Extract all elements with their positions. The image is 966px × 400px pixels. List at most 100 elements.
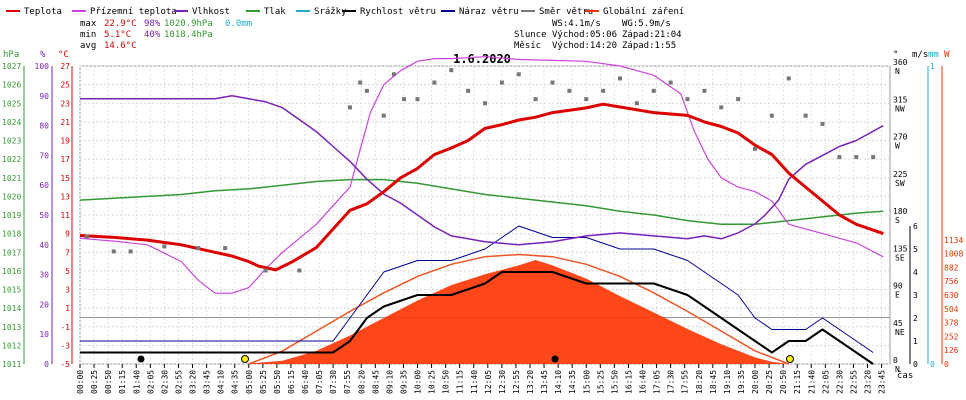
temperature-tick-label: 13 <box>60 192 70 201</box>
x-tick-label: 08:20 <box>357 370 366 394</box>
x-tick-label: 07:30 <box>329 370 338 394</box>
temperature-tick-label: -1 <box>60 323 70 332</box>
pressure-tick-label: 1020 <box>2 192 21 201</box>
x-tick-label: 20:50 <box>779 370 788 394</box>
x-tick-label: 08:45 <box>371 370 380 394</box>
wind-direction-point <box>702 88 707 93</box>
wind-direction-point <box>584 97 589 102</box>
pressure-tick-label: 1027 <box>2 62 21 71</box>
x-tick-label: 10:50 <box>442 370 451 394</box>
direction-name-label: NE <box>895 328 905 337</box>
wind-direction-point <box>550 80 555 85</box>
humidity-tick-label: 90 <box>39 92 49 101</box>
x-tick-label: 09:10 <box>385 370 394 394</box>
humidity-tick-label: 50 <box>39 211 49 220</box>
temperature-tick-label: 25 <box>60 81 70 90</box>
moon-rise: Východ:14:20 <box>552 41 617 51</box>
wind-direction-point <box>415 97 420 102</box>
x-tick-label: 14:35 <box>568 370 577 394</box>
direction-tick-label: 0 <box>893 356 898 365</box>
direction-tick-label: 225 <box>893 170 908 179</box>
direction-name-label: NW <box>895 104 905 113</box>
radiation-tick-label: 504 <box>944 305 959 314</box>
wind-direction-point <box>820 121 825 126</box>
direction-tick-label: 90 <box>893 282 903 291</box>
stat-max-press: 1020.9hPa <box>164 19 213 29</box>
wind-direction-point <box>162 244 167 249</box>
temperature-tick-label: 19 <box>60 137 70 146</box>
pressure-tick-label: 1021 <box>2 174 21 183</box>
wind-direction-point <box>381 113 386 118</box>
legend-label: Náraz větru <box>459 7 519 17</box>
moonrise-marker <box>551 355 559 363</box>
x-tick-label: 05:25 <box>259 370 268 394</box>
wind-direction-point <box>128 249 133 254</box>
axis-units: hPa % °C ° m/s mm W čas <box>3 50 950 381</box>
x-tick-label: 20:25 <box>765 370 774 394</box>
x-tick-label: 15:50 <box>610 370 619 394</box>
chart-title: 1.6.2020 <box>453 52 511 66</box>
pressure-tick-label: 1019 <box>2 211 21 220</box>
temperature-line <box>79 102 884 272</box>
wind-gust-line <box>80 225 874 353</box>
x-tick-label: 02:30 <box>160 370 169 394</box>
radiation-tick-label: 1008 <box>944 250 963 259</box>
x-tick-label: 10:25 <box>428 370 437 394</box>
direction-name-label: W <box>895 142 900 151</box>
stat-max-rain: 0.0mm <box>225 19 252 29</box>
x-tick-label: 12:30 <box>498 370 507 394</box>
x-axis: 00:00 00:25 00:50 01:15 01:40 02:05 02:30 02:55… <box>76 364 887 394</box>
wind-tick-label: 3 <box>913 291 918 300</box>
wind-direction-point <box>533 97 538 102</box>
radiation-tick-label: 1134 <box>944 236 963 245</box>
wind-direction-point <box>719 105 724 110</box>
wind-direction-point <box>196 246 201 251</box>
direction-unit: ° <box>893 50 898 60</box>
sun-set: Západ:21:04 <box>622 30 682 40</box>
wind-direction-point <box>837 155 842 160</box>
temperature-tick-label: 9 <box>65 230 70 239</box>
humidity-tick-label: 30 <box>39 271 49 280</box>
x-tick-label: 12:05 <box>484 370 493 394</box>
wind-direction-point <box>618 76 622 81</box>
radiation-tick-label: 378 <box>944 319 959 328</box>
temperature-tick-label: -5 <box>60 360 70 369</box>
x-tick-label: 09:35 <box>399 370 408 394</box>
x-tick-label: 20:00 <box>751 370 760 394</box>
x-tick-label: 16:15 <box>624 370 633 394</box>
direction-tick-label: 180 <box>893 207 908 216</box>
radiation-tick-label: 882 <box>944 263 959 272</box>
wind-direction-point <box>516 72 521 77</box>
pressure-tick-label: 1018 <box>2 230 21 239</box>
direction-name-label: S <box>895 216 900 225</box>
stat-avg-temp: 14.6°C <box>104 41 137 51</box>
pressure-tick-label: 1022 <box>2 155 21 164</box>
moon-set: Západ:1:55 <box>622 41 676 51</box>
moonset-marker <box>137 355 145 363</box>
legend-label: Rychlost větru <box>360 7 436 17</box>
temperature-tick-label: 7 <box>65 248 70 257</box>
x-tick-label: 22:05 <box>821 370 830 394</box>
radiation-unit: W <box>944 50 950 60</box>
temperature-tick-label: 5 <box>65 267 70 276</box>
x-tick-label: 02:05 <box>146 370 155 394</box>
pressure-tick-label: 1014 <box>2 304 21 313</box>
x-tick-label: 12:55 <box>512 370 521 394</box>
x-tick-label: 21:15 <box>793 370 802 394</box>
series-layer <box>79 56 884 365</box>
wind-direction-point <box>263 268 268 273</box>
wind-direction-point <box>391 72 396 77</box>
radiation-tick-label: 756 <box>944 277 959 286</box>
legend-label: Přízemní teplota <box>90 7 177 17</box>
legend-label: Srážky <box>314 7 347 17</box>
x-tick-label: 23:45 <box>878 370 887 394</box>
radiation-tick-label: 126 <box>944 346 959 355</box>
wind-direction-point <box>297 268 302 273</box>
x-tick-label: 17:55 <box>681 370 690 394</box>
temperature-tick-label: -3 <box>60 341 70 350</box>
x-tick-label: 19:35 <box>737 370 746 394</box>
rain-tick-label: 0 <box>930 360 935 369</box>
x-tick-label: 22:55 <box>849 370 858 394</box>
legend: Teplota Přízemní teplota Vlhkost Tlak Srážky… <box>6 7 684 17</box>
